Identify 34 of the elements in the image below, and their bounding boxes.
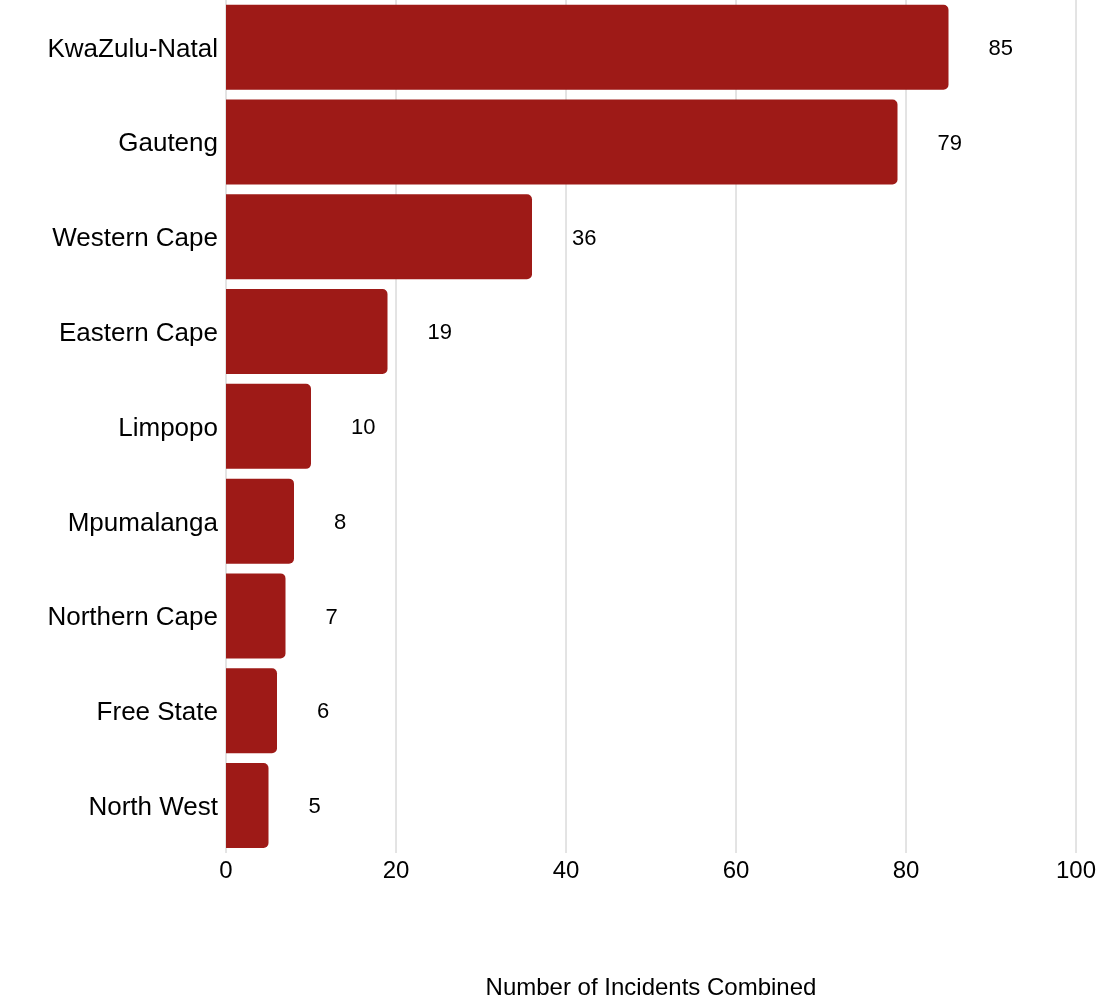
- bar: [226, 668, 277, 754]
- bar: [226, 762, 269, 848]
- bar: [226, 289, 388, 375]
- x-tick-label: 100: [1055, 856, 1097, 884]
- y-tick-label: Gauteng: [118, 127, 218, 158]
- data-label: 7: [325, 603, 338, 629]
- bar: [226, 478, 294, 564]
- y-tick-label: North West: [88, 790, 219, 821]
- bar: [226, 573, 286, 659]
- data-label: 79: [937, 129, 962, 155]
- x-tick-label: 0: [219, 856, 233, 884]
- data-label: 5: [308, 793, 321, 819]
- data-label: 6: [317, 698, 330, 724]
- data-label: 85: [988, 35, 1013, 61]
- y-tick-label: KwaZulu-Natal: [47, 32, 218, 63]
- y-tick-label: Eastern Cape: [59, 316, 218, 347]
- y-tick-label: Free State: [96, 696, 218, 727]
- data-label: 8: [334, 508, 347, 534]
- x-tick-label: 40: [552, 856, 580, 884]
- y-tick-label: Limpopo: [118, 411, 218, 442]
- bar: [226, 383, 311, 469]
- x-tick-label: 20: [382, 856, 410, 884]
- x-axis-title: Number of Incidents Combined: [485, 973, 817, 1000]
- data-label: 36: [572, 224, 597, 250]
- y-tick-label: Mpumalanga: [67, 506, 219, 537]
- data-label: 10: [351, 414, 376, 440]
- bar: [226, 4, 949, 90]
- bar: [226, 194, 532, 280]
- y-tick-label: Western Cape: [52, 222, 218, 253]
- y-tick-label: Northern Cape: [47, 601, 218, 632]
- x-tick-label: 80: [892, 856, 920, 884]
- x-tick-label: 60: [722, 856, 750, 884]
- bar: [226, 99, 898, 185]
- data-label: 19: [427, 319, 452, 345]
